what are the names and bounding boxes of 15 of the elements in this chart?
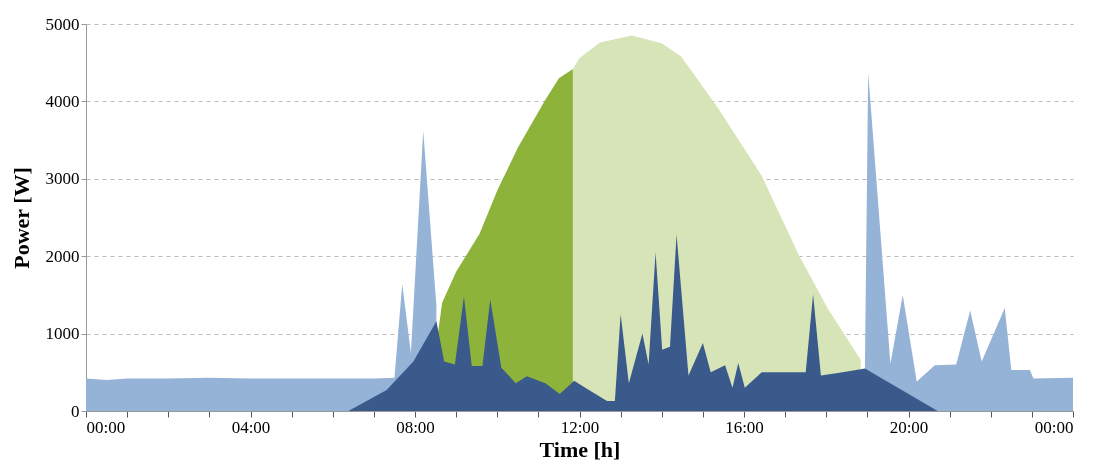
y-tick-label: 0 — [71, 401, 80, 421]
x-axis-title: Time [h] — [539, 436, 621, 462]
y-tick-label: 3000 — [45, 169, 80, 189]
x-tick-label: 00:00 — [86, 417, 126, 437]
x-tick-label: 16:00 — [725, 417, 764, 437]
x-tick-label: 20:00 — [889, 417, 929, 437]
y-tick-label: 5000 — [45, 14, 80, 34]
x-tick-label: 12:00 — [560, 417, 600, 437]
x-tick-label: 04:00 — [231, 417, 271, 437]
x-tick-label: 08:00 — [396, 417, 435, 437]
y-axis-title: Power [W] — [8, 167, 34, 269]
x-tick-label: 00:00 — [1034, 417, 1074, 437]
y-tick-label: 1000 — [45, 324, 80, 344]
y-tick-label: 2000 — [45, 246, 80, 266]
y-tick-label: 4000 — [45, 91, 80, 111]
